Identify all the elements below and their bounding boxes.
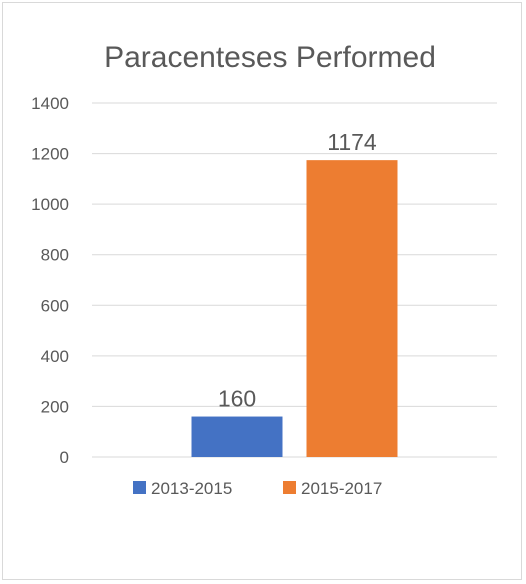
y-tick-label: 800 xyxy=(41,246,69,265)
gridlines xyxy=(92,102,497,458)
legend-swatch xyxy=(283,481,296,494)
y-tick-label: 1400 xyxy=(31,94,69,113)
y-tick-label: 0 xyxy=(60,448,69,467)
legend: 2013-2015 2015-2017 xyxy=(133,479,382,498)
y-tick-label: 400 xyxy=(41,347,69,366)
legend-swatch xyxy=(133,481,146,494)
y-tick-label: 1200 xyxy=(31,145,69,164)
y-tick-label: 600 xyxy=(41,296,69,315)
bar-2015-2017 xyxy=(306,160,398,457)
bar-2013-2015 xyxy=(191,416,283,457)
legend-label: 2015-2017 xyxy=(301,479,382,498)
data-label: 1174 xyxy=(327,129,377,155)
y-axis-ticks: 0 200 400 600 800 1000 1200 1400 xyxy=(31,94,69,467)
y-tick-label: 1000 xyxy=(31,195,69,214)
legend-label: 2013-2015 xyxy=(151,479,232,498)
chart-frame xyxy=(2,2,522,580)
data-label: 160 xyxy=(218,386,256,412)
y-tick-label: 200 xyxy=(41,397,69,416)
bars xyxy=(191,160,398,457)
chart-title: Paracenteses Performed xyxy=(104,41,436,74)
data-labels: 160 1174 xyxy=(218,129,377,411)
